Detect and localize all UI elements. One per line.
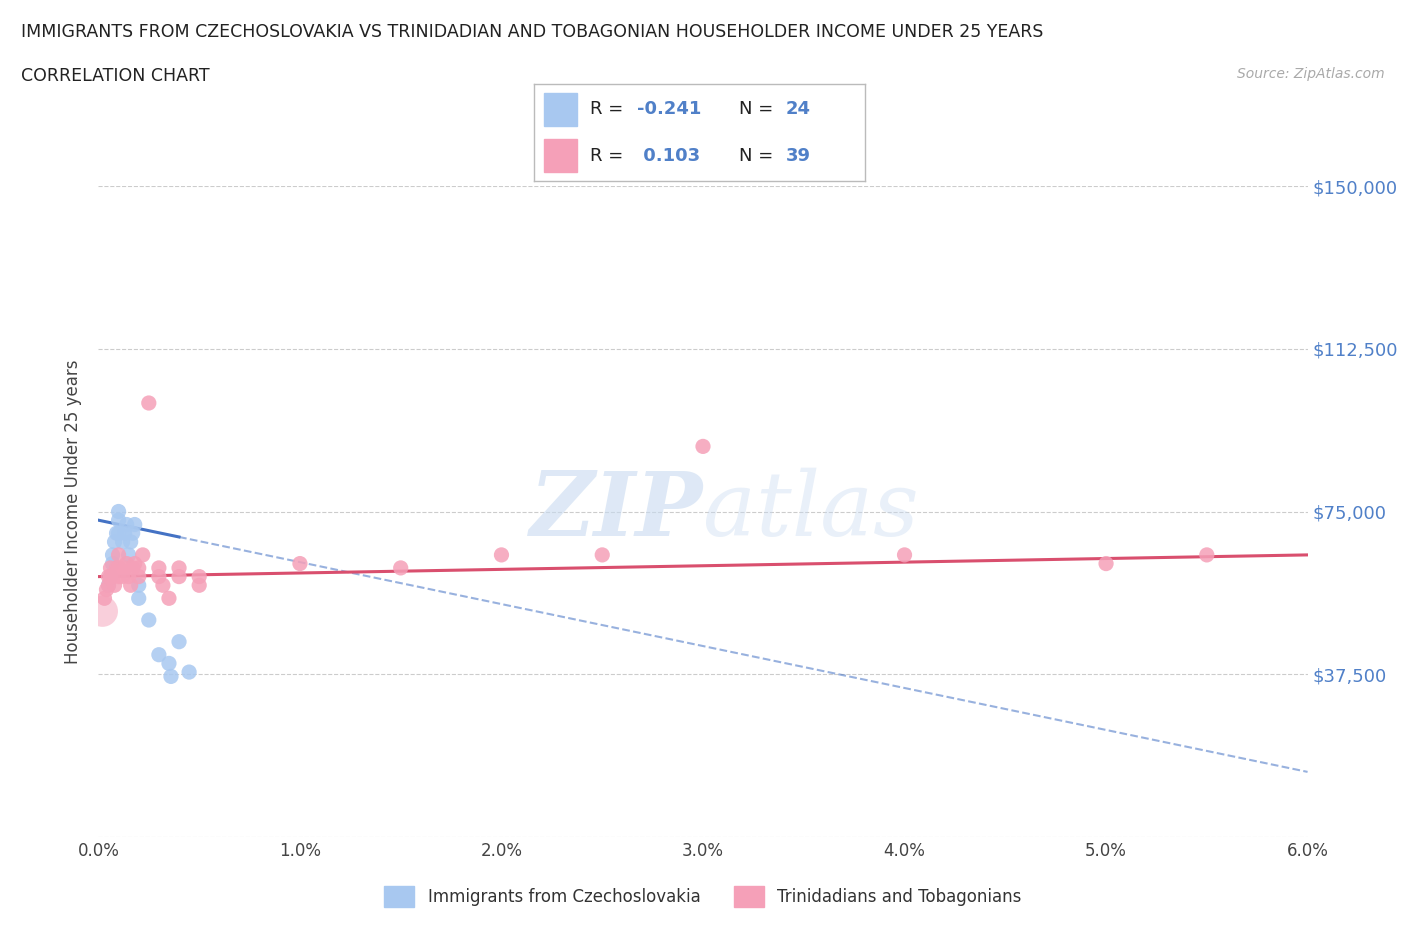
Point xyxy=(157,656,180,671)
Text: R =: R = xyxy=(591,100,630,118)
Text: ZIP: ZIP xyxy=(530,468,703,555)
Point xyxy=(105,561,128,576)
Point xyxy=(115,517,138,532)
Point xyxy=(107,504,129,519)
Bar xyxy=(544,140,578,172)
Point xyxy=(107,569,129,584)
Point xyxy=(101,548,124,563)
Point xyxy=(893,548,915,563)
Point xyxy=(152,578,174,592)
Point xyxy=(91,604,114,618)
Y-axis label: Householder Income Under 25 years: Householder Income Under 25 years xyxy=(65,359,83,664)
Text: 24: 24 xyxy=(786,100,810,118)
Point xyxy=(118,569,141,584)
Point xyxy=(148,569,170,584)
Point xyxy=(100,561,122,576)
Point xyxy=(111,535,134,550)
Point xyxy=(491,548,513,563)
Point xyxy=(120,535,142,550)
Point xyxy=(121,561,143,576)
Point xyxy=(138,613,160,628)
Point xyxy=(97,578,120,592)
Point xyxy=(1195,548,1218,563)
Point xyxy=(157,591,180,605)
Point xyxy=(111,569,134,584)
Point xyxy=(188,578,211,592)
Point xyxy=(128,578,150,592)
Point xyxy=(124,517,146,532)
Point xyxy=(167,569,190,584)
Point xyxy=(115,556,138,571)
Point xyxy=(132,548,155,563)
Text: -0.241: -0.241 xyxy=(637,100,702,118)
Point xyxy=(105,525,128,540)
Point xyxy=(107,561,129,576)
Point xyxy=(389,561,412,576)
Point xyxy=(97,569,120,584)
Point xyxy=(93,591,115,605)
Point xyxy=(167,634,190,649)
Point xyxy=(188,569,211,584)
Point xyxy=(120,578,142,592)
Point xyxy=(179,665,201,680)
Text: Source: ZipAtlas.com: Source: ZipAtlas.com xyxy=(1237,67,1385,81)
Point xyxy=(1095,556,1118,571)
Legend: Immigrants from Czechoslovakia, Trinidadians and Tobagonians: Immigrants from Czechoslovakia, Trinidad… xyxy=(378,880,1028,913)
Point xyxy=(138,395,160,410)
Text: 39: 39 xyxy=(786,147,810,165)
Text: 0.103: 0.103 xyxy=(637,147,700,165)
Point xyxy=(288,556,311,571)
Point xyxy=(107,512,129,527)
Point xyxy=(128,591,150,605)
Text: IMMIGRANTS FROM CZECHOSLOVAKIA VS TRINIDADIAN AND TOBAGONIAN HOUSEHOLDER INCOME : IMMIGRANTS FROM CZECHOSLOVAKIA VS TRINID… xyxy=(21,23,1043,41)
Point xyxy=(101,556,124,571)
Point xyxy=(128,569,150,584)
Text: N =: N = xyxy=(740,147,779,165)
Point xyxy=(591,548,613,563)
Point xyxy=(101,569,124,584)
Point xyxy=(103,578,125,592)
Point xyxy=(107,548,129,563)
Point xyxy=(148,647,170,662)
Text: R =: R = xyxy=(591,147,630,165)
Point xyxy=(124,556,146,571)
Point xyxy=(103,535,125,550)
Point xyxy=(121,525,143,540)
Point xyxy=(128,561,150,576)
Point xyxy=(167,561,190,576)
Point xyxy=(160,669,183,684)
Point xyxy=(107,525,129,540)
Point xyxy=(114,525,136,540)
Point xyxy=(692,439,714,454)
Point xyxy=(148,561,170,576)
Text: N =: N = xyxy=(740,100,779,118)
Point xyxy=(100,569,122,584)
Point xyxy=(100,569,122,584)
Point xyxy=(97,578,120,592)
Point xyxy=(96,582,118,597)
Bar xyxy=(544,93,578,126)
Point xyxy=(114,561,136,576)
Text: CORRELATION CHART: CORRELATION CHART xyxy=(21,67,209,85)
Point xyxy=(118,548,141,563)
Text: atlas: atlas xyxy=(703,468,918,555)
